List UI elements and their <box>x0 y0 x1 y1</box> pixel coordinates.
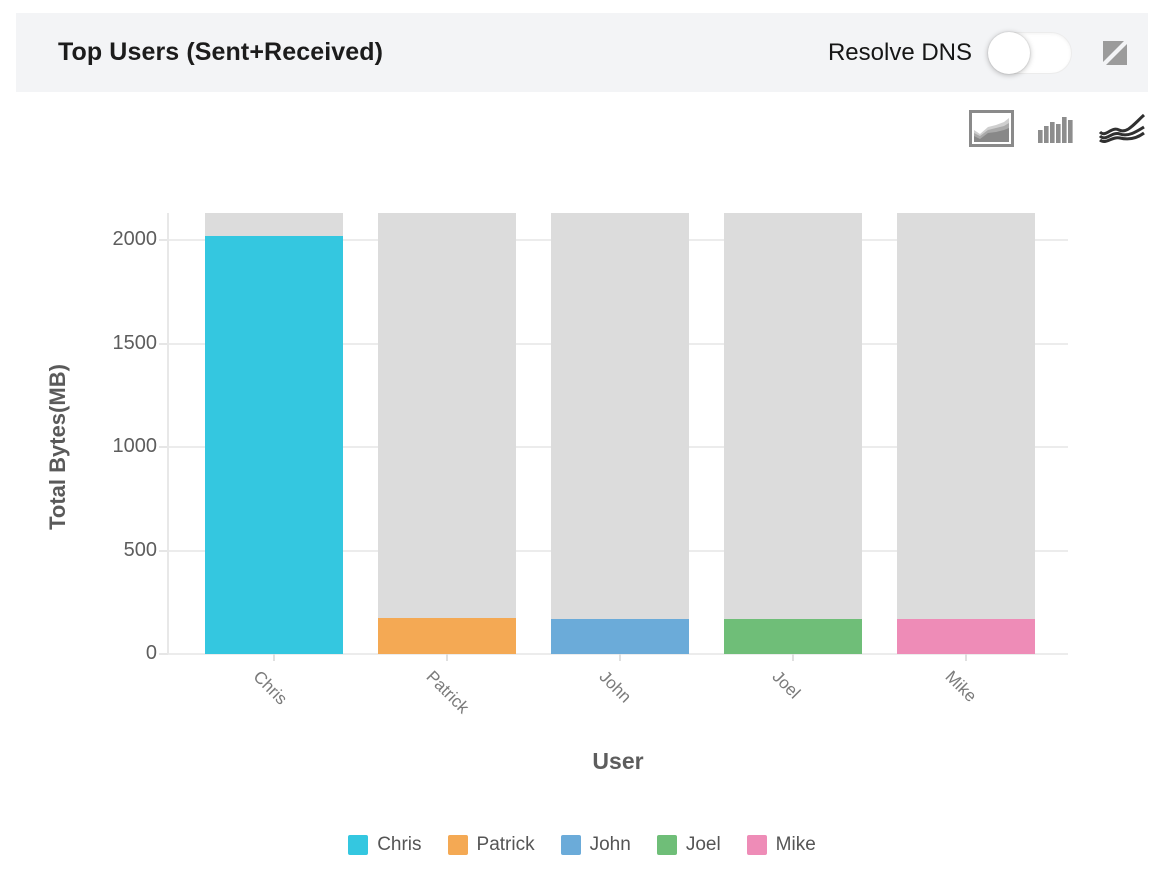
x-tick-mike <box>965 654 968 661</box>
y-tick-1000 <box>159 446 168 448</box>
bar-chart-icon <box>1038 116 1073 143</box>
y-tick-2000 <box>159 239 168 241</box>
legend-swatch-chris <box>348 835 369 855</box>
x-label-mike: Mike <box>941 667 981 706</box>
line-chart-button[interactable] <box>1098 112 1146 146</box>
bar-mike[interactable] <box>897 618 1036 654</box>
toggle-knob <box>988 31 1030 74</box>
y-tick-label-500: 500 <box>123 538 157 561</box>
expand-icon <box>1103 40 1127 65</box>
legend-label-patrick: Patrick <box>476 834 535 855</box>
widget-title: Top Users (Sent+Received) <box>58 38 384 66</box>
header-controls: Resolve DNS <box>827 31 1130 74</box>
x-label-joel: Joel <box>768 667 805 703</box>
y-tick-1500 <box>159 342 168 345</box>
x-label-john: John <box>595 667 636 707</box>
expand-button[interactable] <box>1100 38 1130 68</box>
legend-item-john[interactable]: John <box>560 834 631 856</box>
y-tick-label-1500: 1500 <box>112 331 158 354</box>
bar-background-mike[interactable] <box>897 213 1036 654</box>
x-tick-chris <box>272 654 275 661</box>
bar-chris[interactable] <box>204 235 343 654</box>
bar-chart-button[interactable] <box>1036 112 1076 146</box>
legend-label-chris: Chris <box>377 834 422 855</box>
line-chart-icon <box>1098 113 1146 143</box>
bar-patrick[interactable] <box>377 617 516 654</box>
legend-label-joel: Joel <box>685 834 721 855</box>
resolve-dns-label: Resolve DNS <box>827 38 972 66</box>
chart-legend: Chris Patrick John Joel Mike <box>0 834 1164 856</box>
y-tick-label-0: 0 <box>145 642 157 664</box>
x-label-chris: Chris <box>249 667 291 709</box>
legend-item-chris[interactable]: Chris <box>348 834 422 856</box>
widget-header: Top Users (Sent+Received) Resolve DNS <box>16 13 1148 92</box>
x-label-patrick: Patrick <box>422 667 473 718</box>
x-tick-john <box>619 654 621 661</box>
y-tick-label-2000: 2000 <box>112 228 158 250</box>
legend-item-mike[interactable]: Mike <box>746 834 816 856</box>
bar-background-patrick[interactable] <box>377 213 516 654</box>
bar-background-john[interactable] <box>551 213 689 654</box>
legend-label-mike: Mike <box>775 834 816 855</box>
x-axis-title: User <box>592 748 644 774</box>
legend-label-john: John <box>589 834 631 855</box>
bar-background-joel[interactable] <box>724 213 863 654</box>
gridline-0 <box>168 653 1068 655</box>
x-tick-joel <box>792 654 795 661</box>
y-tick-0 <box>159 653 168 655</box>
chart-type-toolbar <box>969 110 1146 147</box>
resolve-dns-toggle[interactable] <box>988 31 1072 74</box>
legend-swatch-mike <box>746 835 767 855</box>
legend-swatch-patrick <box>447 835 468 855</box>
x-tick-patrick <box>445 654 448 661</box>
y-axis-line <box>167 213 169 654</box>
bar-joel[interactable] <box>724 618 863 654</box>
bar-john[interactable] <box>551 618 689 654</box>
legend-item-joel[interactable]: Joel <box>656 834 721 856</box>
area-chart-button[interactable] <box>969 110 1014 147</box>
y-tick-label-1000: 1000 <box>112 435 158 457</box>
legend-item-patrick[interactable]: Patrick <box>447 834 535 856</box>
y-tick-500 <box>159 549 168 552</box>
legend-swatch-joel <box>656 835 677 855</box>
area-chart-icon <box>969 110 1014 147</box>
legend-swatch-john <box>560 835 581 855</box>
